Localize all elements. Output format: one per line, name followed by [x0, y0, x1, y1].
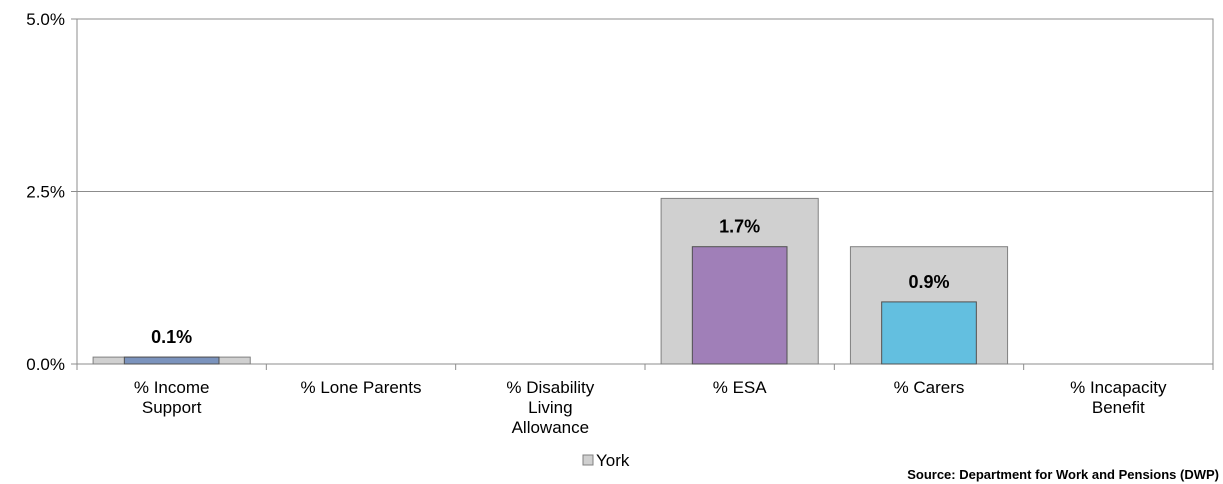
data-label: 0.1%: [151, 327, 192, 347]
y-tick-label: 0.0%: [26, 355, 65, 374]
bar-value: [881, 301, 977, 365]
x-category-label: % Incapacity Benefit: [1070, 378, 1167, 417]
x-axis: % Income Support % Lone Parents % Disabilit…: [76, 364, 1214, 437]
legend-swatch-york: [582, 454, 594, 466]
legend: York: [582, 451, 630, 470]
data-label: 1.7%: [719, 217, 760, 237]
bar-value: [123, 356, 220, 365]
y-tick-label: 2.5%: [26, 183, 65, 202]
y-tick-label: 5.0%: [26, 10, 65, 29]
gridlines: [76, 18, 1214, 365]
y-axis: 0.0% 2.5% 5.0%: [26, 10, 77, 374]
data-label: 0.9%: [908, 272, 949, 292]
x-category-label: % Disability Living Allowance: [506, 378, 594, 437]
bars: 0.1% 1.7% 0.9%: [92, 197, 1009, 365]
x-category-label: % Carers: [894, 378, 965, 397]
x-category-label: % ESA: [713, 378, 768, 397]
source-note: Source: Department for Work and Pensions…: [907, 467, 1219, 482]
x-category-label: % Lone Parents: [301, 378, 422, 397]
bar-value: [691, 246, 788, 365]
x-category-label: % Income Support: [134, 378, 210, 417]
legend-label-york: York: [596, 451, 630, 470]
